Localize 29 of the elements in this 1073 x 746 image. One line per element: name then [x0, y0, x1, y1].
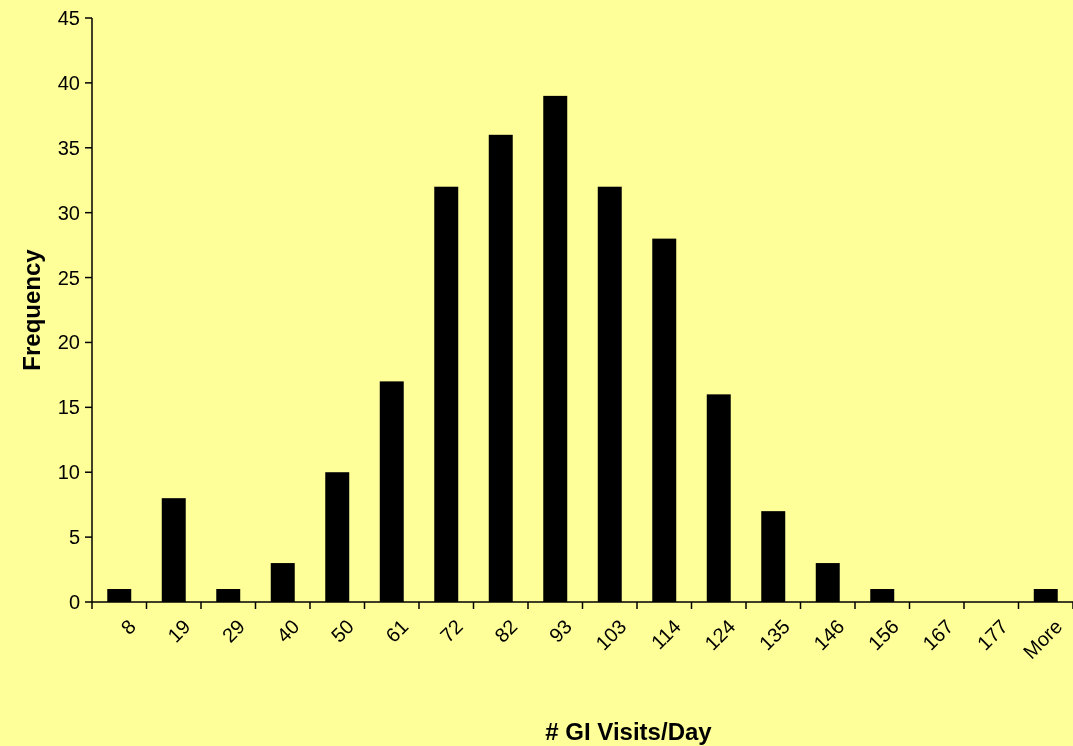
- x-tick-label: 177: [972, 615, 1012, 655]
- x-tick-label: 50: [326, 615, 358, 647]
- x-tick-label: 40: [272, 615, 304, 647]
- y-tick-label: 20: [57, 331, 80, 354]
- y-tick-label: 0: [68, 591, 80, 613]
- x-tick-label: 82: [490, 615, 522, 647]
- y-tick-label: 40: [57, 71, 80, 94]
- x-tick-label: 19: [163, 615, 195, 647]
- x-tick-label: 72: [435, 615, 467, 647]
- y-tick-label: 35: [57, 136, 80, 159]
- y-tick-label: 10: [57, 461, 80, 484]
- x-tick-label: 93: [544, 615, 576, 647]
- x-tick-label: 167: [918, 615, 958, 655]
- x-tick-label: 114: [646, 615, 685, 654]
- x-tick-label: 61: [381, 615, 413, 647]
- x-tick-label: 29: [217, 615, 249, 647]
- y-tick-label: 25: [57, 266, 80, 289]
- y-axis-title: Frequency: [18, 248, 45, 371]
- x-tick-label: 135: [754, 615, 794, 655]
- y-tick-label: 5: [68, 526, 80, 549]
- x-tick-label: 8: [116, 615, 140, 639]
- x-axis-title: # GI Visits/Day: [545, 718, 713, 745]
- y-tick-label: 45: [57, 7, 80, 29]
- x-tick-label: 146: [809, 615, 849, 655]
- y-tick-label: 15: [57, 396, 80, 419]
- x-tick-label: 156: [863, 615, 903, 655]
- y-tick-label: 30: [57, 201, 80, 224]
- x-tick-label: 124: [700, 615, 740, 655]
- x-tick-label: 103: [591, 615, 631, 655]
